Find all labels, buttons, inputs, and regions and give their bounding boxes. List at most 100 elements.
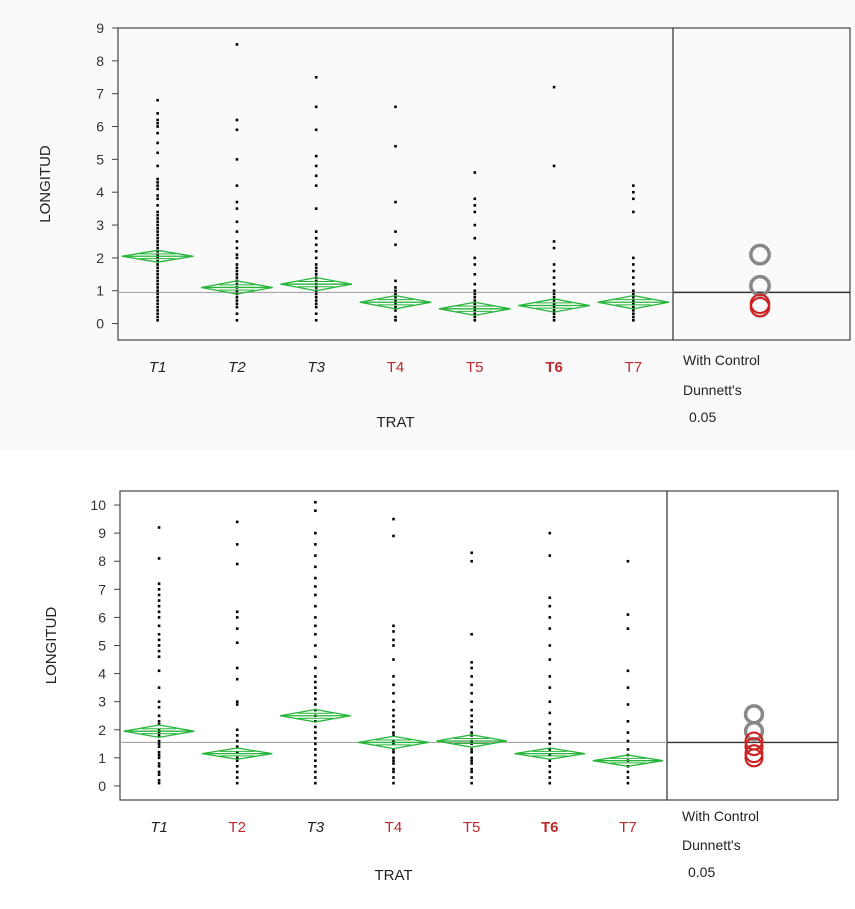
panel-gap	[0, 450, 855, 478]
data-point	[392, 759, 395, 762]
data-point	[314, 543, 317, 546]
dunnett-annotation: With Control	[682, 808, 759, 824]
data-point	[157, 722, 161, 726]
data-point	[157, 638, 161, 642]
data-point	[157, 739, 161, 743]
data-point	[156, 164, 159, 168]
data-point	[314, 531, 317, 535]
data-point	[157, 742, 161, 746]
category-label: T4	[385, 819, 403, 836]
data-point	[157, 593, 161, 597]
data-point	[314, 776, 317, 779]
category-label: T4	[387, 359, 405, 376]
data-point	[157, 582, 161, 585]
data-point	[314, 753, 317, 757]
data-point	[473, 296, 477, 299]
data-point	[473, 302, 477, 306]
data-point	[157, 526, 161, 529]
y-tick-label: 2	[98, 722, 106, 738]
data-point	[314, 666, 317, 670]
data-point	[314, 697, 317, 701]
data-point	[235, 43, 239, 46]
data-point	[235, 128, 239, 132]
data-point	[156, 299, 159, 302]
data-point	[235, 703, 239, 706]
data-point	[235, 641, 239, 644]
data-point	[314, 500, 317, 504]
data-point	[632, 315, 635, 319]
data-point	[156, 276, 159, 279]
data-point	[156, 184, 159, 187]
data-point	[156, 210, 159, 214]
data-point	[394, 279, 397, 283]
y-tick-label: 0	[96, 316, 104, 332]
data-point	[552, 276, 556, 279]
data-point	[157, 686, 161, 689]
data-point	[235, 276, 239, 279]
data-point	[314, 105, 318, 109]
data-point	[156, 282, 159, 286]
data-point	[632, 256, 635, 260]
x-axis-title: TRAT	[376, 414, 414, 431]
data-point	[156, 121, 159, 125]
data-point	[548, 722, 552, 726]
data-point	[470, 675, 473, 678]
data-point	[470, 750, 473, 754]
y-tick-label: 6	[96, 119, 104, 135]
data-point	[156, 118, 159, 122]
data-point	[156, 197, 159, 201]
data-point	[548, 644, 552, 647]
data-point	[392, 630, 395, 633]
data-point	[548, 658, 552, 661]
data-point	[392, 748, 395, 751]
data-point	[235, 627, 239, 630]
data-point	[235, 118, 239, 122]
data-point	[235, 700, 239, 703]
data-point	[235, 266, 239, 270]
comparison-circle	[743, 704, 765, 725]
data-point	[394, 230, 397, 233]
data-point	[235, 750, 239, 754]
data-point	[392, 731, 395, 734]
data-point	[632, 210, 635, 214]
data-point	[314, 75, 318, 79]
data-point	[470, 559, 473, 563]
comparison-circle	[744, 748, 764, 768]
y-tick-label: 9	[96, 20, 104, 36]
data-point	[473, 256, 477, 260]
data-point	[394, 315, 397, 319]
data-point	[157, 604, 161, 608]
data-point	[552, 318, 556, 322]
data-point	[394, 296, 397, 299]
data-point	[314, 764, 317, 768]
data-point	[552, 282, 556, 286]
data-point	[156, 289, 159, 293]
data-point	[314, 286, 318, 289]
data-point	[394, 309, 397, 312]
data-point	[548, 531, 552, 535]
data-point	[314, 318, 318, 322]
data-point	[392, 534, 395, 538]
data-point	[552, 269, 556, 273]
data-point	[394, 144, 397, 148]
data-point	[157, 720, 161, 723]
data-point	[394, 318, 397, 322]
data-point	[394, 286, 397, 289]
data-point	[157, 770, 161, 774]
data-point	[156, 243, 159, 247]
data-point	[156, 230, 159, 233]
category-label: T1	[149, 359, 167, 376]
data-point	[632, 296, 635, 299]
data-point	[470, 731, 473, 734]
data-point	[235, 543, 239, 546]
data-point	[157, 773, 161, 777]
data-point	[314, 128, 318, 132]
data-point	[548, 742, 552, 746]
data-point	[314, 266, 318, 270]
data-point	[235, 756, 239, 760]
data-point	[156, 318, 159, 322]
data-point	[392, 742, 395, 746]
data-point	[314, 302, 318, 306]
x-axis-title: TRAT	[374, 867, 412, 884]
data-point	[470, 666, 473, 670]
